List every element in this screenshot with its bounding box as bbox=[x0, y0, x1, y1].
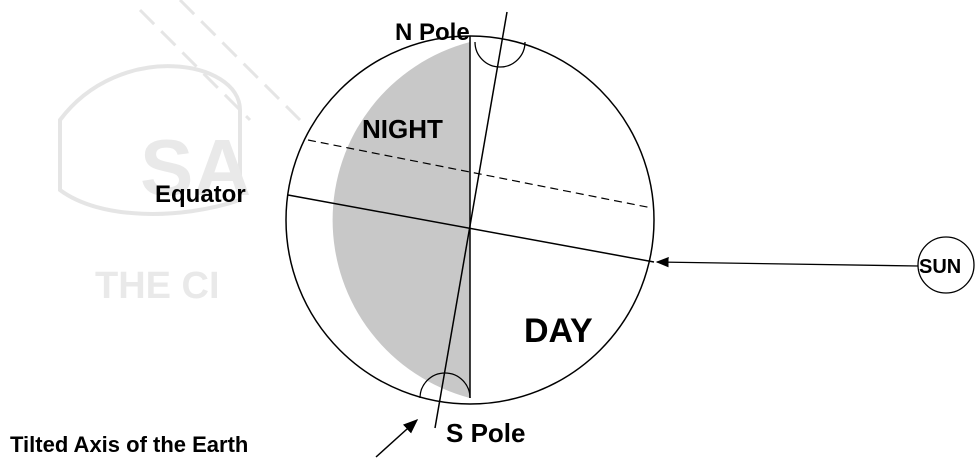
sun-label: SUN bbox=[919, 256, 961, 278]
north-pole-label: N Pole bbox=[395, 19, 470, 46]
angle-arc-top bbox=[474, 41, 526, 68]
angle-arc-bottom bbox=[419, 372, 471, 399]
axis-pointer bbox=[375, 418, 419, 458]
sun bbox=[917, 236, 975, 294]
night-half bbox=[332, 42, 470, 398]
day-label: DAY bbox=[524, 312, 593, 350]
sunlight-arrow bbox=[655, 256, 919, 268]
south-pole-label: S Pole bbox=[446, 418, 525, 448]
watermark-logo: SA bbox=[140, 123, 251, 212]
night-label: NIGHT bbox=[362, 114, 443, 144]
dashed-line bbox=[307, 139, 653, 209]
watermark-text: THE CI bbox=[95, 265, 220, 307]
watermark: SA THE CI bbox=[58, 0, 302, 307]
equator-label: Equator bbox=[155, 181, 246, 208]
tilted-axis bbox=[434, 11, 508, 429]
equator-line bbox=[287, 194, 655, 263]
axis-label: Tilted Axis of the Earth bbox=[10, 432, 248, 457]
